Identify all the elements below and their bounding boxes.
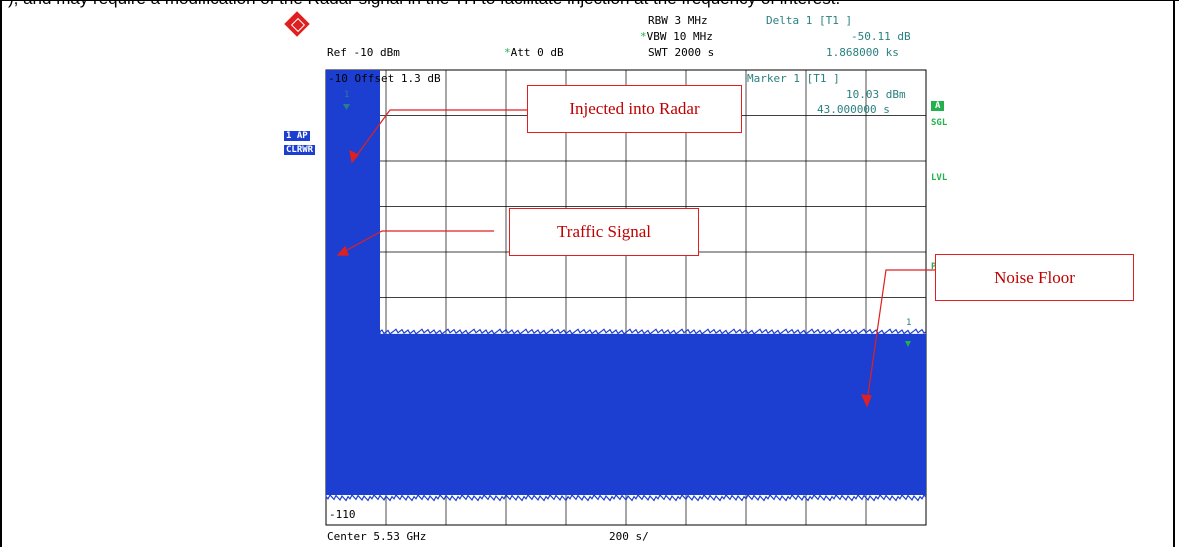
annotation-arrows (336, 109, 935, 408)
callout-noise-floor: Noise Floor (935, 254, 1134, 301)
ref-level-readout: Ref -10 dBm (327, 46, 400, 59)
arrow-traffic-head (336, 245, 349, 256)
trace-1 (325, 70, 927, 502)
attenuation-readout: *Att 0 dB (504, 46, 564, 59)
marker-1-triangle (343, 104, 350, 110)
noise-floor-edge (379, 328, 927, 335)
arrow-injected-head (349, 149, 359, 164)
rbw-readout: RBW 3 MHz (648, 14, 708, 27)
trace-bottom-edge (325, 493, 927, 502)
marker-1-label: Marker 1 [T1 ] (747, 72, 840, 85)
time-per-division-readout: 200 s/ (609, 530, 649, 543)
trace-clrwr-label: CLRWR (284, 145, 316, 155)
sweep-time-readout: SWT 2000 s (648, 46, 715, 59)
offset-readout: -10 Offset 1.3 dB (328, 72, 441, 85)
top-rule (0, 0, 1179, 1)
delta-marker-triangle (905, 341, 911, 347)
callout-traffic-signal: Traffic Signal (509, 208, 699, 256)
vbw-readout: *VBW 10 MHz (640, 30, 713, 43)
arrow-noise-head (861, 394, 872, 408)
trace-mode-label: 1 AP (284, 131, 310, 141)
marker-1-number: 1 (344, 90, 350, 100)
delta-marker-label: Delta 1 [T1 ] (766, 14, 853, 27)
header-fragment: ), and may require a modification of the… (8, 0, 840, 9)
side-label-lvl: LVL (931, 173, 948, 183)
side-label-p: P (931, 262, 937, 272)
delta-marker-time: 1.868000 ks (826, 46, 899, 59)
marker-1-value: 10.03 dBm (846, 88, 906, 101)
delta-marker-value: -50.11 dB (851, 30, 911, 43)
trace-fill (326, 70, 926, 495)
center-frequency-readout: Center 5.53 GHz (327, 530, 427, 543)
callout-injected-into-radar: Injected into Radar (527, 85, 742, 133)
arrow-injected (351, 109, 527, 163)
bottom-ref-readout: -110 (329, 508, 356, 521)
delta-marker-number: 1 (906, 318, 912, 328)
arrow-noise (866, 269, 935, 403)
side-label-a: A (931, 101, 945, 111)
side-label-sgl: SGL (931, 118, 948, 128)
arrow-traffic (337, 230, 494, 256)
marker-1-time: 43.000000 s (817, 103, 890, 116)
